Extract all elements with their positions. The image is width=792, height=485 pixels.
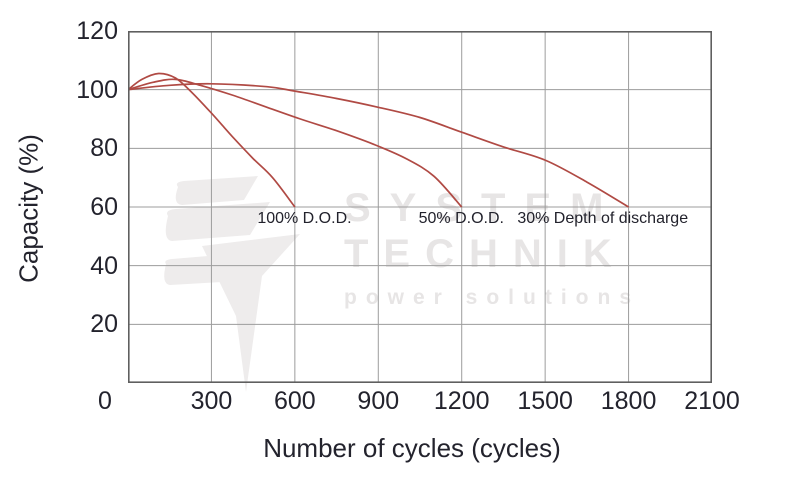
plot-frame: [128, 31, 712, 383]
grid-lines: [128, 31, 712, 383]
x-tick-label: 2100: [684, 387, 740, 415]
watermark-line-1: SYSTEM: [344, 186, 623, 230]
plot-area: [128, 31, 712, 383]
watermark-line-3: power solutions: [344, 286, 641, 309]
curve-annotation: 100% D.O.D.: [257, 210, 352, 228]
system-technik-logo-icon: [164, 176, 300, 392]
curve-50-d-o-d: [128, 78, 463, 208]
y-tick-label: 100: [76, 75, 118, 104]
curve-100-d-o-d: [128, 72, 296, 208]
dod-curves: [128, 72, 630, 208]
y-tick-label: 40: [90, 251, 118, 280]
x-tick-label: 300: [190, 387, 233, 415]
x-axis-title: Number of cycles (cycles): [263, 433, 561, 463]
x-tick-label: 900: [357, 387, 400, 415]
curve-annotation: 30% Depth of discharge: [517, 210, 689, 228]
watermark-line-2: TECHNIK: [344, 232, 627, 276]
x-tick-label: 1500: [517, 387, 573, 415]
x-tick-label: 1800: [600, 387, 657, 415]
curve-30-depth-of-discharge: [128, 82, 630, 208]
curve-annotation: 50% D.O.D.: [418, 210, 504, 228]
y-tick-label: 20: [90, 310, 118, 339]
y-tick-label: 80: [90, 134, 118, 163]
x-tick-label: 0: [98, 387, 112, 415]
y-tick-label: 120: [76, 17, 118, 45]
x-tick-label: 600: [273, 387, 316, 415]
x-tick-label: 1200: [433, 387, 490, 415]
y-tick-label: 60: [90, 193, 118, 221]
